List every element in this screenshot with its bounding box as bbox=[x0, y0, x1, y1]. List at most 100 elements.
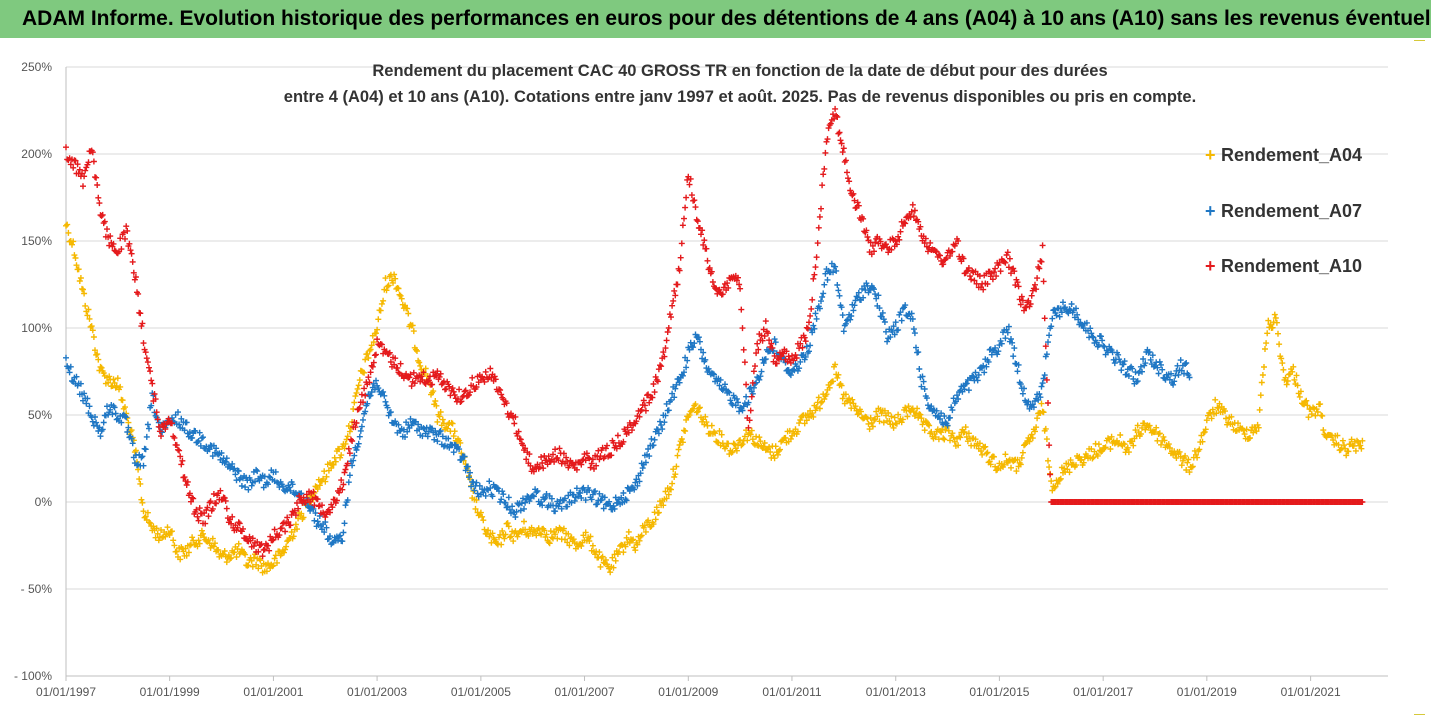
data-point bbox=[124, 227, 131, 234]
data-point bbox=[885, 249, 892, 256]
data-point bbox=[756, 376, 763, 383]
data-point bbox=[1054, 480, 1061, 487]
data-point bbox=[729, 448, 736, 455]
data-point bbox=[839, 149, 846, 156]
legend-label-a04: Rendement_A04 bbox=[1221, 145, 1363, 165]
data-point bbox=[206, 446, 213, 453]
data-point bbox=[1029, 401, 1036, 408]
data-point bbox=[949, 248, 956, 255]
data-point bbox=[416, 359, 423, 366]
data-point bbox=[663, 495, 670, 502]
data-point bbox=[67, 161, 74, 168]
data-point bbox=[429, 425, 436, 432]
data-point bbox=[895, 233, 902, 240]
data-point bbox=[336, 533, 343, 540]
data-point bbox=[672, 385, 679, 392]
data-point bbox=[104, 403, 110, 410]
data-point bbox=[1358, 445, 1365, 452]
data-point bbox=[64, 221, 71, 228]
data-point bbox=[891, 414, 898, 421]
data-point bbox=[851, 302, 858, 309]
data-point bbox=[963, 380, 970, 387]
data-point bbox=[85, 306, 92, 313]
data-point bbox=[196, 429, 203, 436]
data-point bbox=[457, 439, 464, 446]
data-point bbox=[933, 248, 940, 255]
data-point bbox=[517, 436, 524, 443]
data-point bbox=[702, 356, 709, 363]
data-point bbox=[838, 140, 845, 147]
data-point bbox=[254, 538, 261, 545]
data-point bbox=[674, 452, 681, 459]
data-point bbox=[1262, 346, 1268, 352]
data-point bbox=[512, 413, 519, 420]
data-point bbox=[294, 526, 300, 533]
data-point bbox=[381, 392, 388, 399]
data-point bbox=[586, 538, 593, 544]
y-tick-label: - 100% bbox=[14, 669, 52, 683]
data-point bbox=[750, 384, 757, 391]
data-point bbox=[378, 341, 385, 348]
data-point bbox=[66, 369, 73, 376]
data-point bbox=[888, 413, 895, 420]
data-point bbox=[356, 433, 363, 440]
data-point bbox=[81, 390, 88, 397]
data-point bbox=[662, 488, 669, 495]
data-point bbox=[139, 320, 146, 327]
data-point bbox=[835, 287, 842, 294]
data-point bbox=[879, 309, 886, 316]
data-point bbox=[339, 538, 346, 545]
data-point bbox=[196, 540, 203, 547]
data-point bbox=[267, 533, 274, 540]
data-point bbox=[177, 453, 184, 460]
data-point bbox=[1033, 286, 1040, 293]
data-point bbox=[331, 454, 338, 461]
data-point bbox=[749, 379, 756, 386]
data-point bbox=[781, 355, 788, 362]
data-point bbox=[1038, 258, 1045, 265]
data-point bbox=[869, 242, 876, 249]
data-point bbox=[281, 549, 287, 556]
data-point bbox=[144, 359, 151, 366]
data-point bbox=[1183, 360, 1190, 366]
data-point bbox=[974, 377, 981, 384]
data-point bbox=[1088, 446, 1095, 452]
data-point bbox=[639, 465, 646, 472]
data-point bbox=[794, 428, 801, 435]
data-point bbox=[287, 522, 294, 529]
data-point bbox=[618, 494, 625, 501]
data-point bbox=[255, 565, 262, 572]
data-point bbox=[1273, 319, 1280, 326]
data-point bbox=[1313, 406, 1320, 413]
data-point bbox=[118, 419, 125, 426]
data-point bbox=[127, 247, 134, 254]
data-point bbox=[793, 355, 800, 361]
data-point bbox=[938, 257, 945, 264]
data-point bbox=[255, 548, 262, 555]
data-point bbox=[726, 389, 733, 396]
data-point bbox=[914, 405, 921, 412]
data-point bbox=[1345, 448, 1352, 455]
data-point bbox=[156, 428, 163, 435]
data-point bbox=[511, 420, 518, 427]
data-point bbox=[612, 557, 619, 564]
data-point bbox=[984, 449, 991, 456]
data-point bbox=[918, 383, 925, 390]
data-point bbox=[405, 310, 412, 317]
data-point bbox=[690, 344, 697, 351]
data-point bbox=[709, 279, 716, 285]
data-point bbox=[980, 286, 987, 293]
data-point bbox=[70, 238, 77, 245]
data-point bbox=[668, 486, 674, 493]
x-tick-label: 01/01/1997 bbox=[36, 685, 96, 699]
data-point bbox=[1130, 442, 1137, 449]
axes: 250% 200% 150% 100% 50% 0% - 50% - 100% 01/01/19… bbox=[14, 60, 1388, 699]
data-point bbox=[1166, 376, 1173, 383]
data-point bbox=[1038, 400, 1045, 407]
data-point bbox=[541, 527, 548, 534]
data-point bbox=[822, 149, 829, 156]
data-point bbox=[1087, 325, 1094, 332]
data-point bbox=[189, 494, 196, 501]
data-point bbox=[681, 369, 687, 376]
data-point bbox=[520, 495, 526, 502]
